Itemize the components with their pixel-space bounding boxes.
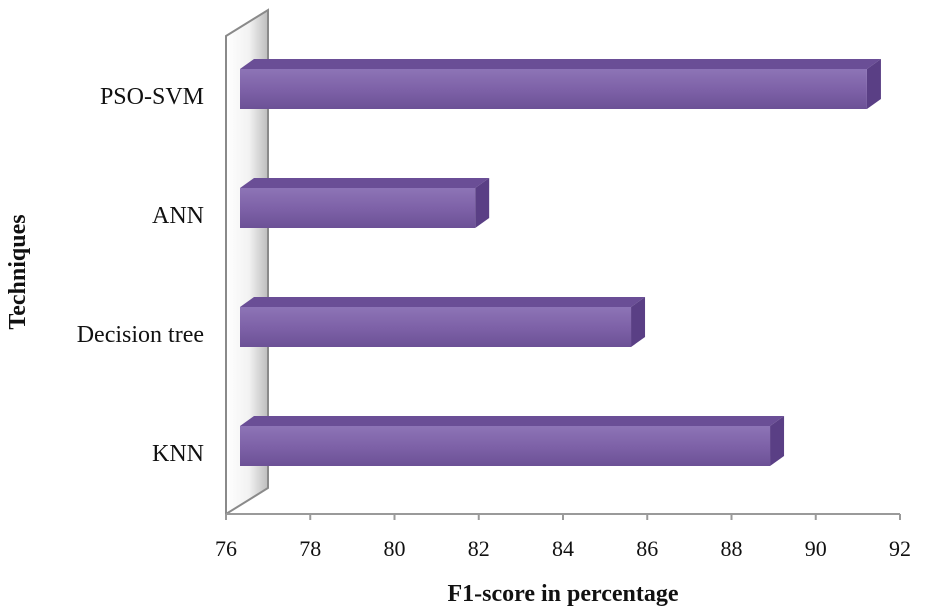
bar-pso-svm bbox=[240, 59, 881, 109]
bars bbox=[240, 59, 881, 466]
category-label: Decision tree bbox=[77, 322, 204, 348]
x-tick-label: 82 bbox=[468, 536, 490, 561]
x-tick-label: 88 bbox=[721, 536, 743, 561]
bar-front-face bbox=[240, 69, 867, 109]
bar-end-face bbox=[866, 59, 881, 109]
x-tick-label: 78 bbox=[299, 536, 321, 561]
bar-top-face bbox=[240, 59, 881, 69]
x-tick-label: 86 bbox=[636, 536, 658, 561]
x-tick-label: 76 bbox=[215, 536, 237, 561]
category-labels: KNN Decision tree ANN PSO-SVM bbox=[77, 84, 204, 467]
bar-end-face bbox=[475, 178, 490, 228]
x-axis-ticks: 76 78 80 82 84 86 88 90 92 bbox=[215, 514, 911, 561]
x-tick-label: 80 bbox=[384, 536, 406, 561]
y-axis-title: Techniques bbox=[5, 214, 31, 329]
category-label: PSO-SVM bbox=[100, 84, 204, 110]
category-label: KNN bbox=[152, 441, 204, 467]
chart-side-wall bbox=[225, 8, 269, 516]
bar-ann bbox=[240, 178, 490, 228]
bar-decision-tree bbox=[240, 297, 646, 347]
bar-top-face bbox=[240, 178, 490, 188]
x-axis-title: F1-score in percentage bbox=[447, 581, 678, 607]
bar-knn bbox=[240, 416, 785, 466]
bar-front-face bbox=[240, 426, 771, 466]
bar-front-face bbox=[240, 188, 476, 228]
bar-end-face bbox=[770, 416, 785, 466]
bar-top-face bbox=[240, 297, 646, 307]
category-label: ANN bbox=[152, 203, 204, 229]
bar-end-face bbox=[631, 297, 646, 347]
bar-front-face bbox=[240, 307, 632, 347]
bar-top-face bbox=[240, 416, 785, 426]
x-tick-label: 92 bbox=[889, 536, 911, 561]
x-tick-label: 84 bbox=[552, 536, 574, 561]
x-tick-label: 90 bbox=[805, 536, 827, 561]
